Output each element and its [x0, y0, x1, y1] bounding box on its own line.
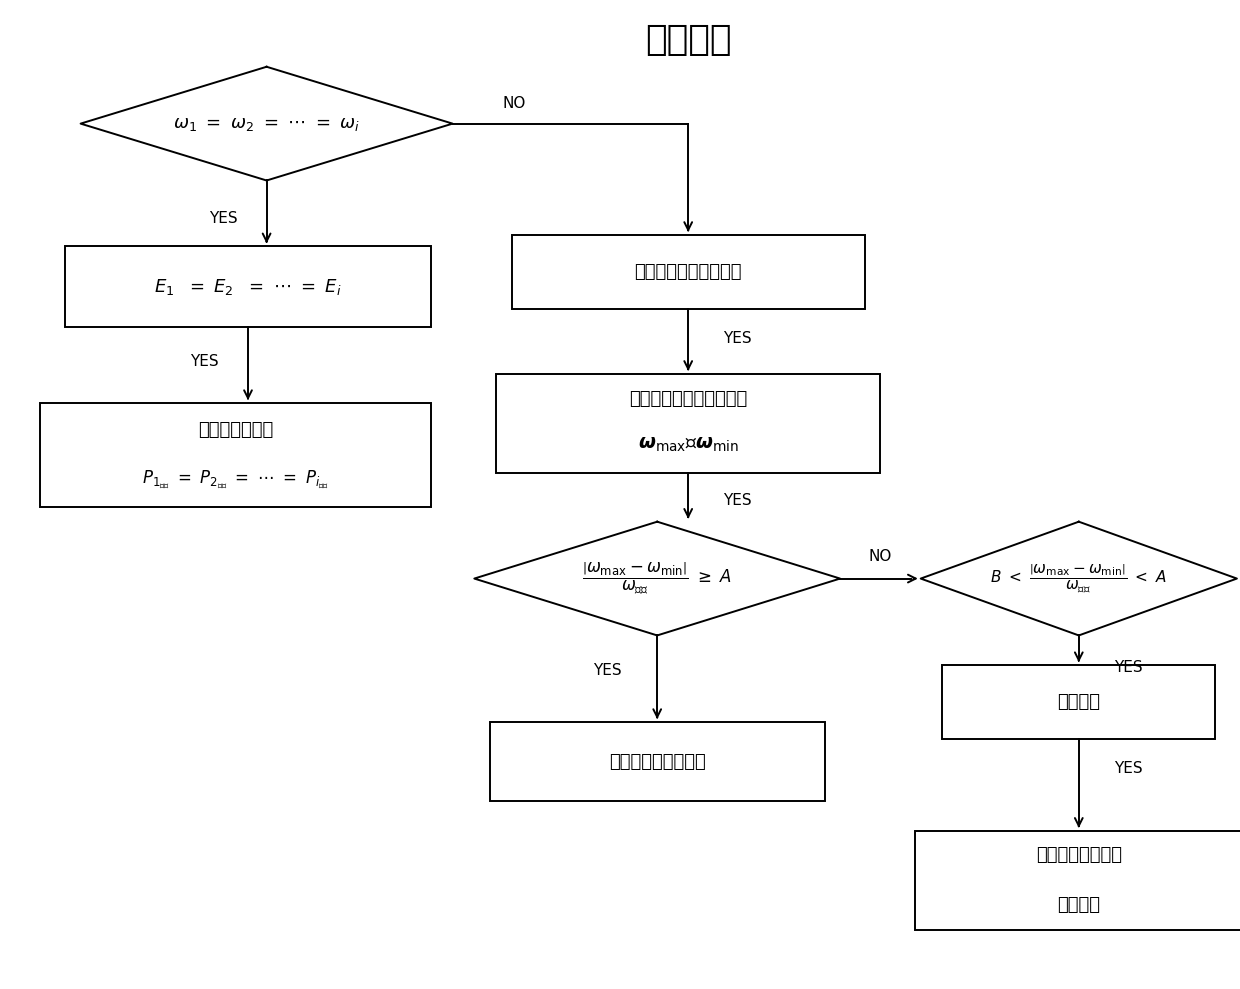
Bar	[40, 404, 432, 506]
Text: 上报故障，停机检修: 上报故障，停机检修	[609, 753, 706, 770]
Bar	[915, 831, 1240, 930]
Text: YES: YES	[723, 331, 753, 346]
Bar	[490, 722, 825, 801]
Text: $\boldsymbol{\omega}_{\rm max}$和$\boldsymbol{\omega}_{\rm min}$: $\boldsymbol{\omega}_{\rm max}$和$\boldsy…	[637, 436, 739, 454]
Text: YES: YES	[208, 211, 238, 225]
Text: YES: YES	[593, 663, 622, 677]
Text: 降额运行: 降额运行	[1058, 693, 1100, 711]
Text: 放电功率: 放电功率	[1058, 896, 1100, 914]
Text: $\omega_1\ =\ \omega_2\ =\ \cdots\ =\ \omega_i$: $\omega_1\ =\ \omega_2\ =\ \cdots\ =\ \o…	[174, 115, 360, 133]
Text: 按照等功率放电: 按照等功率放电	[198, 421, 273, 439]
Bar	[496, 374, 880, 473]
Text: NO: NO	[869, 549, 892, 565]
Bar	[942, 665, 1215, 740]
Bar	[512, 235, 866, 310]
Text: $\dfrac{\left|\omega_{\rm max}-\omega_{\rm min}\right|}{\omega_{\rm 额定}}\ \geq\ : $\dfrac{\left|\omega_{\rm max}-\omega_{\…	[582, 561, 733, 596]
Text: YES: YES	[1114, 660, 1143, 674]
Text: YES: YES	[723, 493, 753, 508]
Text: $P_{1_{\rm 放电}}\ =\ P_{2_{\rm 放电}}\ =\ \cdots\ =\ P_{i_{\rm 放电}}$: $P_{1_{\rm 放电}}\ =\ P_{2_{\rm 放电}}\ =\ \…	[143, 469, 329, 491]
Text: $E_1\ \ =\ E_2\ \ =\ \cdots\ =\ E_i$: $E_1\ \ =\ E_2\ \ =\ \cdots\ =\ E_i$	[154, 277, 342, 297]
Text: 由冒泡算法求出速度最值: 由冒泡算法求出速度最值	[629, 390, 748, 407]
Text: NO: NO	[503, 96, 526, 112]
Bar	[66, 246, 432, 327]
Text: 每台飞轮储电量不一致: 每台飞轮储电量不一致	[635, 263, 742, 281]
Text: $B\ <\ \dfrac{\left|\omega_{\rm max}-\omega_{\rm min}\right|}{\omega_{\rm 额定}}\ : $B\ <\ \dfrac{\left|\omega_{\rm max}-\om…	[991, 563, 1167, 594]
Text: YES: YES	[190, 354, 219, 370]
Text: 放电模式: 放电模式	[645, 23, 732, 56]
Text: YES: YES	[1114, 762, 1143, 776]
Text: 按照实际电量分配: 按照实际电量分配	[1035, 847, 1122, 864]
